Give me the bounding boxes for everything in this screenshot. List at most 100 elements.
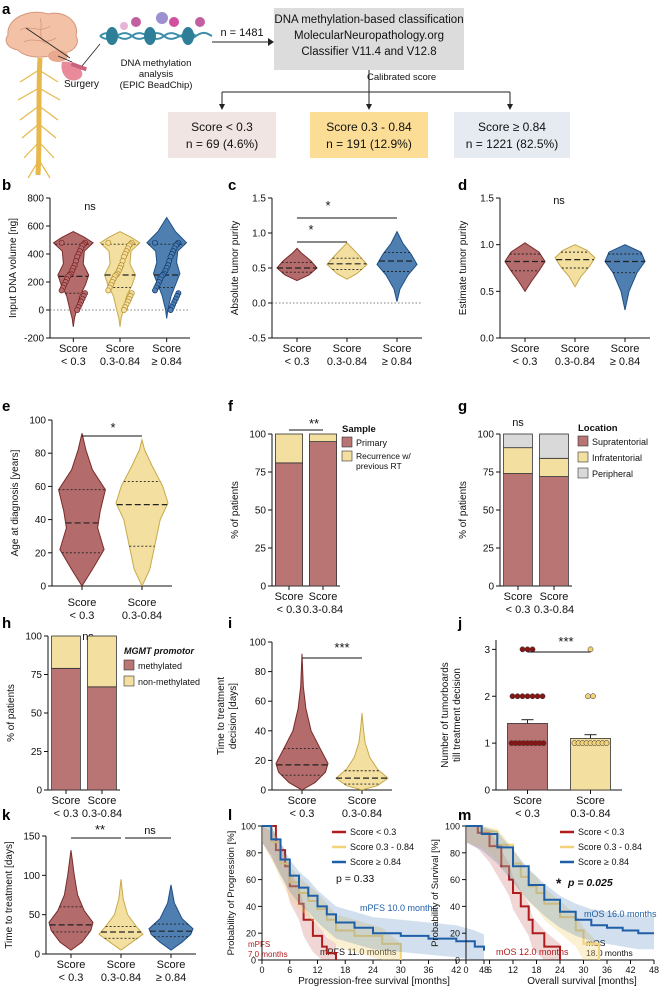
panel-i-ylabel-2: decision [days] [228, 683, 239, 749]
classifier-box [274, 8, 464, 70]
panel-b-group-label-2: < 0.3 [61, 356, 86, 368]
group-box-low [168, 112, 276, 158]
panel-e-violin [115, 437, 169, 588]
panel-j-bar [570, 738, 611, 791]
panel-g-ytick-label: 100 [477, 430, 494, 441]
panel-m-legend [560, 830, 574, 864]
panel-m-xtick-label: 36 [602, 965, 612, 975]
panel-c-group-label: Score [333, 343, 362, 355]
panel-l-xtick-label: 0 [259, 965, 264, 975]
panel-j-group-label: Score [576, 795, 605, 807]
panel-i-ytick-label: 80 [255, 667, 267, 678]
panel-e-ytick-label: 40 [35, 515, 47, 526]
panel-b-ytick-label: 200 [27, 278, 44, 289]
panel-j-data-point [534, 693, 541, 700]
panel-c-sig-2: * [325, 198, 330, 213]
panel-d-group-label: Score [611, 343, 640, 355]
classifier-line-2: MolecularNeuropathology.org [294, 30, 444, 42]
panel-e-ytick-label: 80 [35, 449, 47, 460]
panel-f-ytick-label: 0 [260, 582, 266, 593]
panel-m-legend-0: Score < 0.3 [578, 827, 624, 837]
panel-a-letter: a [2, 1, 11, 18]
panel-m-ci-band [466, 826, 600, 960]
panel-l-legend-0: Score < 0.3 [350, 827, 396, 837]
panel-k-ytick-label: 0 [34, 950, 40, 961]
panel-m-ylabel: Probability of Survival [%] [430, 839, 441, 947]
panel-e-group-label-2: < 0.3 [70, 610, 95, 622]
n-total: n = 1481 [220, 27, 263, 39]
panel-f-legend-1: Recurrence w/ [356, 451, 411, 461]
panel-l-xtick-label: 24 [368, 965, 378, 975]
panel-d-letter: d [458, 177, 467, 194]
panel-i-group-label: Score [348, 795, 377, 807]
panel-i-letter: i [228, 615, 232, 632]
panel-l-ann-low-2: 7.0 months [248, 950, 288, 959]
panel-i-ytick-label: 40 [255, 726, 267, 737]
panel-g-group-label: Score [540, 591, 569, 603]
panel-l-ci-band [262, 826, 484, 960]
panel-h-legend-0: methylated [138, 661, 182, 671]
panel-b-data-point [152, 239, 158, 246]
panel-c-group-label: Score [383, 343, 412, 355]
panel-m-pval: p = 0.025 [567, 877, 613, 889]
panel-g-ytick-label: 25 [483, 544, 495, 555]
panel-c-group-label-2: ≥ 0.84 [382, 356, 413, 368]
panel-l-letter: l [228, 807, 232, 824]
panel-g-ytick-label: 0 [488, 582, 494, 593]
panel-j-ytick-label: 0 [484, 786, 490, 797]
panel-b-data-point [120, 307, 127, 313]
panel-d-ylabel: Estimate tumor purity [458, 221, 469, 315]
panel-m-legend-1: Score 0.3 - 0.84 [578, 842, 642, 852]
panel-e-ylabel: Age at diagnosis [years] [10, 449, 21, 556]
panel-d-violin [554, 244, 596, 288]
legend-swatch-recurrence [341, 450, 353, 462]
panel-m-ann-high: mOS 16.0 months [584, 909, 657, 919]
panel-k-ytick-label: 100 [23, 871, 40, 882]
panel-b-data-point [105, 239, 112, 246]
panel-j-bar [507, 723, 548, 791]
panel-b-data-point [58, 239, 65, 246]
legend-swatch-non-methylated [123, 675, 135, 687]
panel-h-group-label-2: < 0.3 [54, 808, 79, 820]
panel-j-data-point [585, 693, 591, 700]
panel-f-group-label-2: 0.3-0.84 [303, 604, 343, 616]
panel-m-ytick-label: 100 [445, 822, 460, 832]
group-box-high [454, 112, 570, 158]
group-high-label: Score ≥ 0.84 [478, 120, 546, 134]
panel-g-legend-2: Peripheral [592, 469, 633, 479]
panel-k-violin [148, 884, 194, 951]
panel-l-ci-band [262, 826, 401, 960]
panel-d-group-label-2: ≥ 0.84 [610, 356, 641, 368]
panel-d-group-label-2: < 0.3 [513, 356, 538, 368]
panel-i-group-label-2: 0.3-0.84 [342, 808, 382, 820]
panel-l-pval: p = 0.33 [336, 873, 374, 885]
panel-f-legend-title: Sample [342, 424, 376, 435]
panel-h-bar-segment [87, 686, 117, 791]
panel-k-ytick-label: 150 [23, 832, 40, 843]
panel-c-sig-1: * [308, 222, 313, 237]
panel-m-letter: m [458, 807, 471, 824]
panel-l-ytick-label: 80 [246, 848, 256, 858]
panel-c-violin [276, 247, 318, 282]
panel-l-ann-low-1: mPFS [248, 940, 270, 949]
panel-b-ytick-label: 800 [27, 194, 44, 205]
panel-j-data-point [539, 693, 546, 700]
panel-f-sig: ** [309, 416, 319, 431]
panel-g-legend-0: Supratentorial [592, 437, 648, 447]
panel-d-sig: ns [553, 195, 565, 207]
panel-d-violin [504, 242, 546, 293]
panel-h-ytick-label: 75 [31, 670, 43, 681]
panel-l-xtick-label: 36 [423, 965, 433, 975]
panel-g-ytick-label: 50 [483, 506, 495, 517]
panel-e-ytick-label: 20 [35, 548, 47, 559]
panel-b-violin [99, 231, 141, 327]
panel-f-ytick-label: 25 [255, 544, 267, 555]
panel-i-group-label-2: < 0.3 [290, 808, 315, 820]
panel-d-group-label: Score [511, 343, 540, 355]
panel-k-ytick-label: 50 [29, 910, 41, 921]
panel-e-sig: * [110, 420, 115, 435]
panel-b-violin [52, 231, 94, 327]
panel-l-legend-1: Score 0.3 - 0.84 [350, 842, 414, 852]
calibrated-score-label: Calibrated score [367, 72, 436, 83]
panel-k-letter: k [2, 807, 11, 824]
